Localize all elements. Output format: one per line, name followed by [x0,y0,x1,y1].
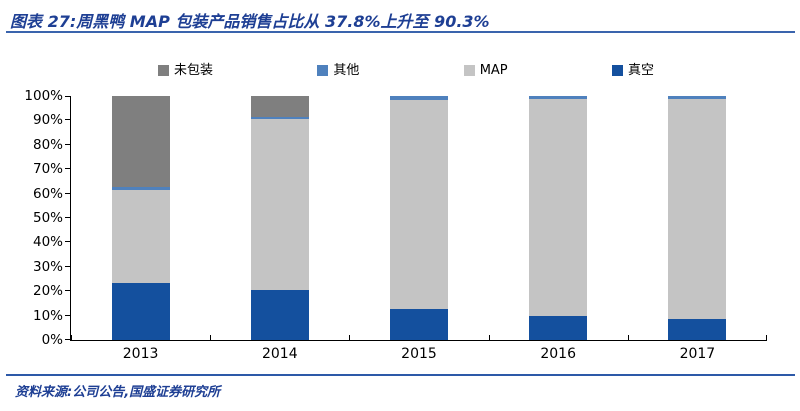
bar-segment-其他 [111,186,170,191]
stacked-bar-2014 [250,96,309,340]
bar-segment-MAP [529,98,588,317]
stacked-bar-2016 [529,96,588,340]
bar-segment-真空 [111,282,170,340]
y-axis-tick-label: 70% [32,161,63,178]
x-axis-category-label: 2016 [540,346,576,362]
legend-label: 真空 [627,62,654,78]
y-axis-tick-label: 80% [32,136,63,153]
y-axis-tick [65,217,71,218]
legend-item: 未包装 [158,64,213,77]
y-axis-tick [65,143,71,145]
stacked-bar-2013 [111,96,170,340]
legend-label: MAP [479,62,508,78]
footer-divider [6,374,795,376]
bar-segment-未包装 [111,96,170,187]
source-note: 资料来源:公司公告,国盛证券研究所 [15,385,221,400]
y-axis-tick [65,192,71,194]
y-axis-tick-label: 10% [32,307,63,324]
legend: 未包装 其他 MAP 真空 [158,61,654,79]
x-axis-category-label: 2013 [122,346,159,362]
y-axis-tick [65,265,71,267]
bar-segment-真空 [529,316,588,340]
legend-item: 其他 [317,64,359,77]
legend-swatch-icon [158,64,169,76]
y-axis-tick-label: 50% [32,210,63,226]
y-axis-tick-label: 20% [32,283,63,300]
bar-segment-其他 [668,96,727,99]
y-axis-tick-label: 0% [41,332,63,348]
bar-segment-MAP [668,98,727,320]
x-axis-tick [766,335,767,340]
x-axis-tick [71,335,72,340]
bar-segment-真空 [668,319,727,340]
bar-segment-其他 [529,96,588,99]
bar-segment-MAP [250,119,309,291]
legend-swatch-icon [463,64,475,76]
legend-label: 未包装 [174,62,214,78]
y-axis-tick [65,96,71,97]
x-axis-tick [627,335,629,340]
stacked-bar-2017 [668,96,727,340]
legend-item: MAP [463,62,508,78]
bar-segment-真空 [390,309,448,340]
y-axis-tick-label: 60% [32,185,63,202]
legend-label: 其他 [333,62,360,78]
y-axis-tick-label: 30% [32,258,63,275]
x-axis-category-label: 2017 [679,346,716,362]
bar-segment-MAP [111,190,170,283]
x-axis-category-label: 2014 [261,346,298,362]
x-axis-tick [210,335,212,340]
plot-area: 0% 10% 20% 30% 40% 50% 60% 70% 80% 90% 100% 2013 201… [24,88,767,362]
legend-swatch-icon [611,64,623,76]
legend-item: 真空 [611,62,654,78]
legend-swatch-icon [317,64,329,76]
title-divider [6,31,795,33]
chart-title: 图表 27:周黑鸭 MAP 包装产品销售占比从 37.8%上升至 90.3% [10,12,490,31]
y-axis-tick [65,290,71,292]
stacked-bar-2015 [390,96,448,340]
y-axis-tick [65,168,71,170]
y-axis-tick-label: 40% [32,234,63,251]
x-axis-tick [488,335,490,340]
y-axis-tick-label: 90% [32,112,63,129]
y-axis-tick [65,339,71,340]
bar-segment-其他 [250,116,309,120]
x-axis-category-label: 2015 [401,346,437,362]
x-axis-tick [349,335,351,340]
bar-segment-真空 [250,290,309,340]
bar-segment-其他 [390,96,448,100]
y-axis-tick [65,241,71,243]
bar-segment-未包装 [250,96,309,117]
bar-segment-MAP [390,99,448,310]
y-axis-tick [65,314,71,316]
y-axis-tick-label: 100% [24,88,63,104]
y-axis-tick [65,119,71,121]
